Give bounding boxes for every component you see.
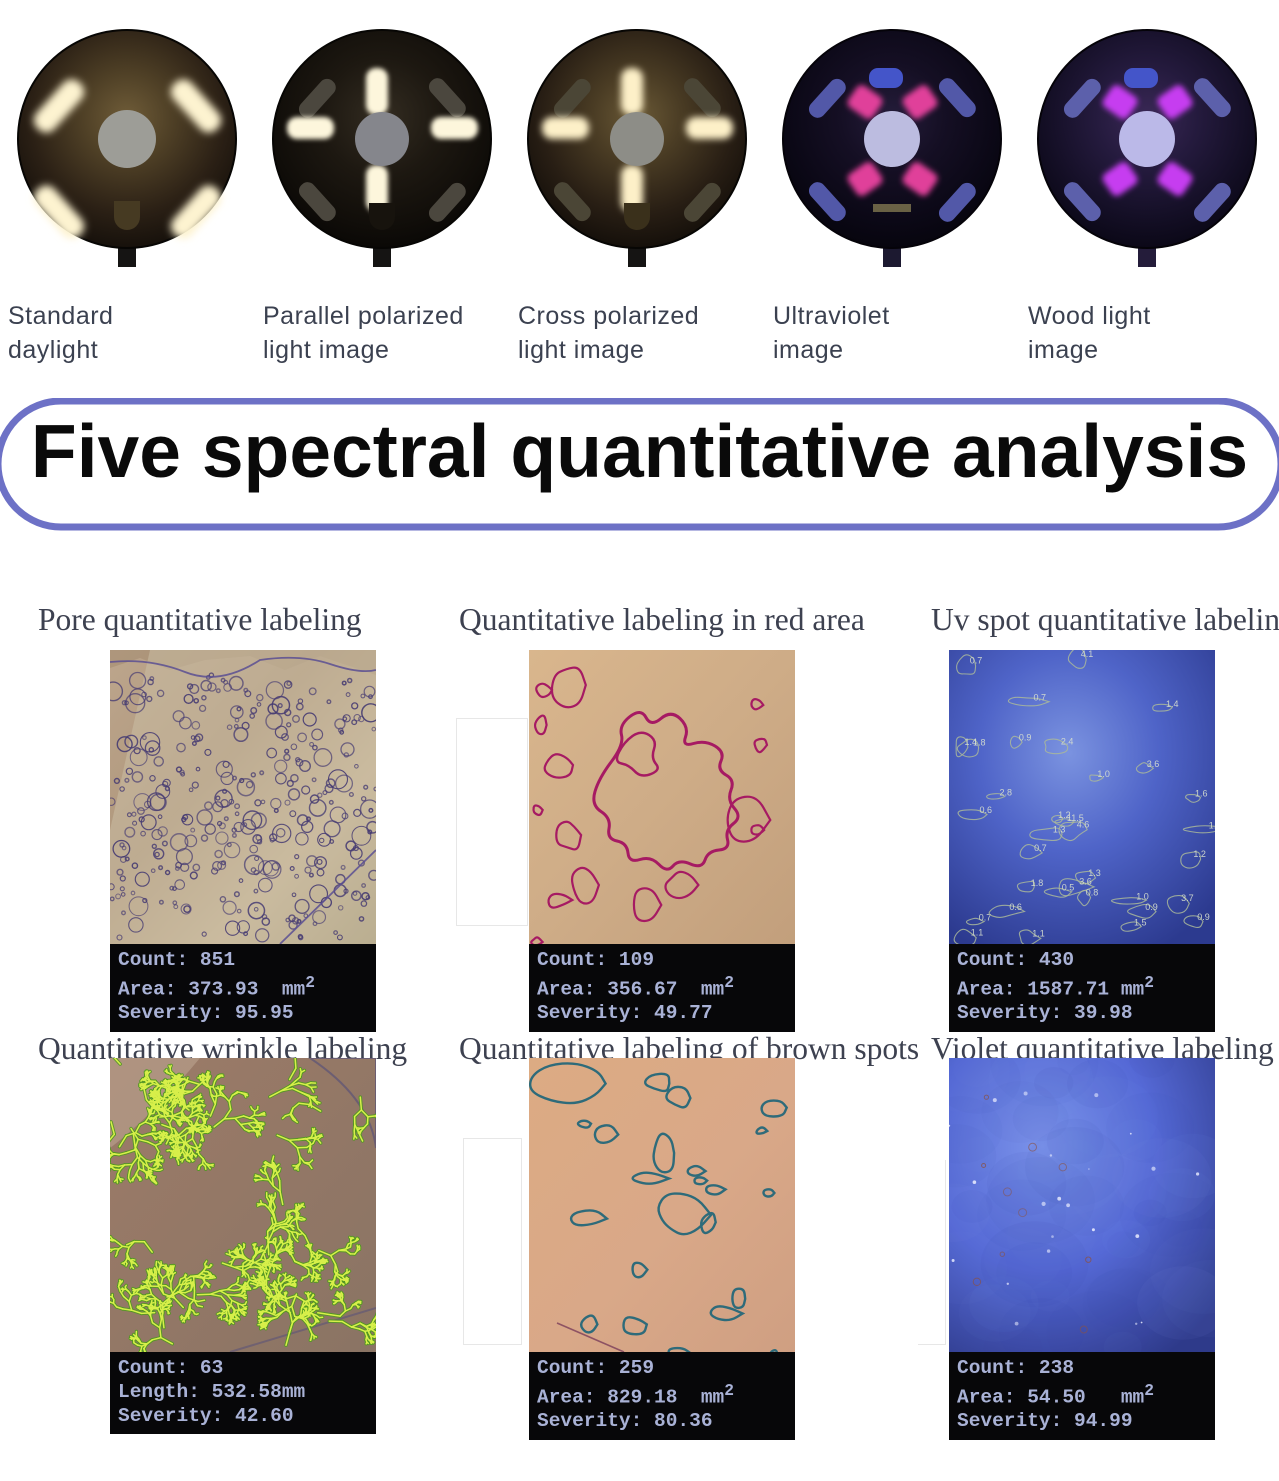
svg-text:0.9: 0.9: [1019, 733, 1032, 743]
svg-text:1.4: 1.4: [1209, 821, 1215, 831]
svg-text:0.7: 0.7: [1034, 843, 1047, 853]
svg-text:0.8: 0.8: [1086, 887, 1099, 897]
svg-text:1.0: 1.0: [1136, 891, 1149, 901]
svg-text:4.6: 4.6: [1077, 819, 1090, 829]
svg-text:2.4: 2.4: [1061, 737, 1074, 747]
svg-text:1.2: 1.2: [1193, 849, 1206, 859]
svg-text:2.8: 2.8: [1000, 788, 1013, 798]
svg-text:0.6: 0.6: [980, 805, 993, 815]
svg-text:1.5: 1.5: [1134, 917, 1147, 927]
svg-text:1.0: 1.0: [1097, 769, 1110, 779]
svg-text:1.1: 1.1: [1032, 928, 1045, 938]
svg-text:0.6: 0.6: [1009, 902, 1022, 912]
svg-text:0.7: 0.7: [1034, 692, 1047, 702]
svg-text:0.9: 0.9: [1145, 902, 1158, 912]
svg-text:3.6: 3.6: [1079, 877, 1092, 887]
svg-text:1.8: 1.8: [1031, 878, 1044, 888]
svg-text:4.1: 4.1: [1081, 650, 1094, 659]
svg-text:1.1: 1.1: [971, 928, 984, 938]
svg-text:1.3: 1.3: [1053, 825, 1066, 835]
svg-text:0.9: 0.9: [1197, 912, 1210, 922]
svg-text:1.6: 1.6: [1195, 789, 1208, 799]
svg-text:0.5: 0.5: [1062, 882, 1075, 892]
svg-text:1.4: 1.4: [965, 737, 978, 747]
svg-text:1.4: 1.4: [1166, 699, 1179, 709]
svg-text:0.7: 0.7: [970, 656, 983, 666]
svg-text:3.6: 3.6: [1147, 759, 1160, 769]
svg-text:3.7: 3.7: [1181, 893, 1194, 903]
